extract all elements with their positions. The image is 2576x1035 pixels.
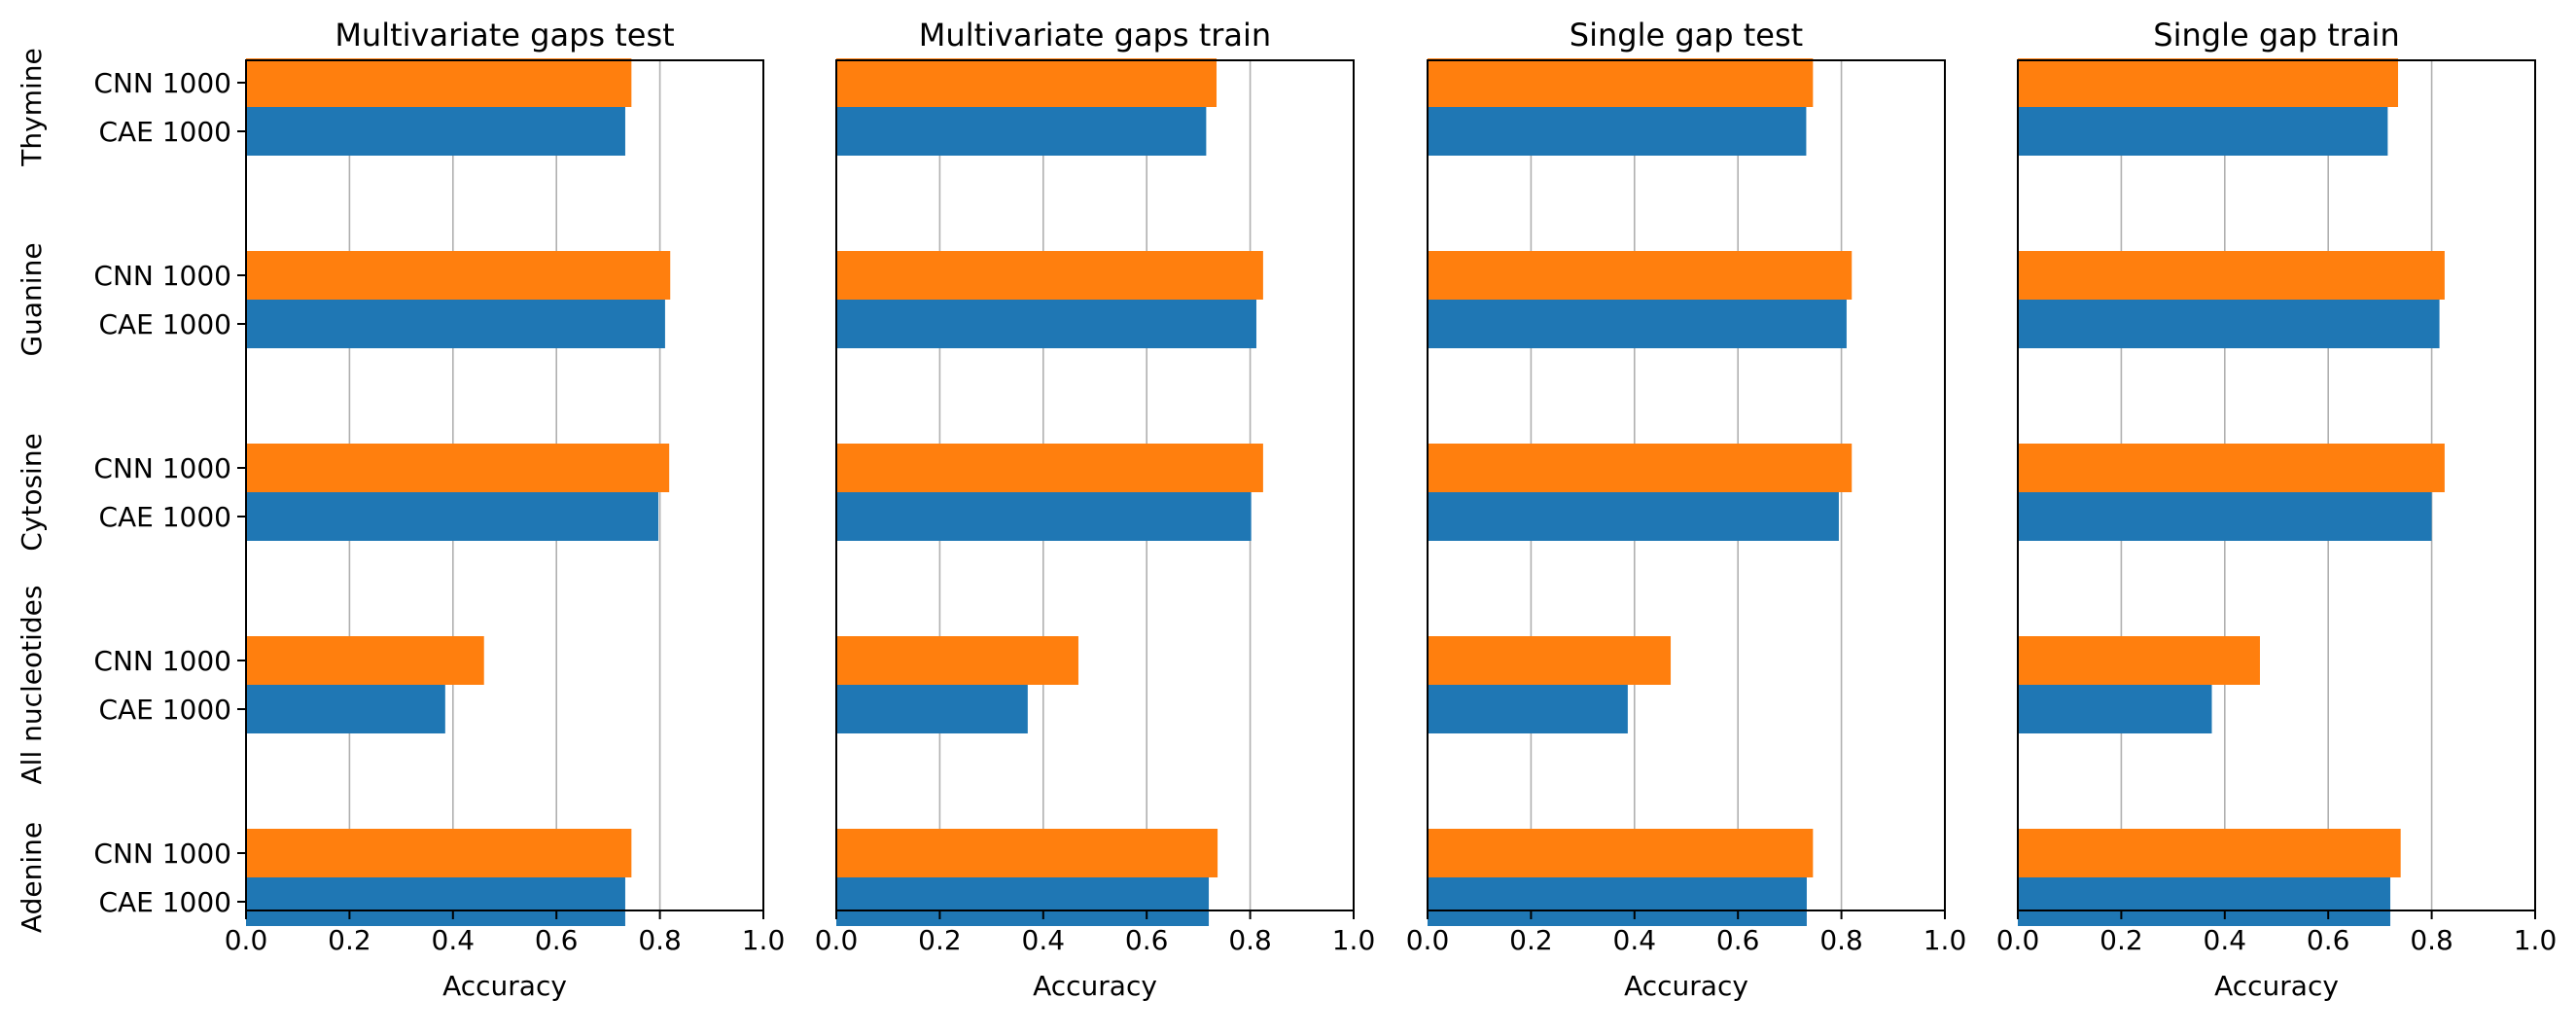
cnn-bar-cytosine bbox=[836, 444, 1263, 492]
cnn-bar-all-nucleotides bbox=[836, 636, 1078, 685]
cae-bar-adenine bbox=[836, 877, 1210, 926]
cnn-bar-adenine bbox=[836, 829, 1218, 877]
cae-bar-cytosine bbox=[836, 492, 1252, 541]
x-tick-label: 0.2 bbox=[918, 924, 962, 956]
cnn-bar-guanine bbox=[2018, 251, 2445, 300]
panel-title: Single gap test bbox=[1570, 17, 1803, 54]
cae-bar-all-nucleotides bbox=[1428, 685, 1628, 733]
cae-bar-guanine bbox=[836, 300, 1256, 348]
group-label-adenine: Adenine bbox=[16, 822, 48, 933]
panel-4: Single gap train 0.0 0.2 0.4 0.6 0.8 1.0 Accura… bbox=[1996, 17, 2558, 1002]
cnn-bar-thymine bbox=[246, 58, 632, 107]
x-tick-label: 1.0 bbox=[1923, 924, 1967, 956]
x-tick-label: 0.4 bbox=[2204, 924, 2247, 956]
cnn-bar-adenine bbox=[246, 829, 632, 877]
x-tick-label: 0.6 bbox=[535, 924, 579, 956]
cnn-bar-adenine bbox=[2018, 829, 2401, 877]
x-tick-label: 0.4 bbox=[432, 924, 476, 956]
x-tick-label: 0.4 bbox=[1613, 924, 1657, 956]
cnn-bar-guanine bbox=[1428, 251, 1853, 300]
cae-bar-thymine bbox=[836, 107, 1207, 156]
plot-frame bbox=[245, 59, 764, 911]
x-tick-label: 0.8 bbox=[2410, 924, 2453, 956]
panel-title: Multivariate gaps train bbox=[919, 17, 1271, 54]
cae-bar-thymine bbox=[2018, 107, 2388, 156]
cae-bar-guanine bbox=[2018, 300, 2440, 348]
y-tick-label: CAE 1000 bbox=[98, 886, 231, 918]
x-tick-label: 0.6 bbox=[1125, 924, 1169, 956]
x-tick-label: 0.4 bbox=[1022, 924, 1066, 956]
x-tick-label: 1.0 bbox=[1332, 924, 1376, 956]
cnn-bar-adenine bbox=[1428, 829, 1814, 877]
group-label-all-nucleotides: All nucleotides bbox=[16, 586, 48, 785]
cnn-bar-all-nucleotides bbox=[1428, 636, 1672, 685]
plot-frame bbox=[1427, 59, 1946, 911]
plot-frame bbox=[2017, 59, 2536, 911]
cae-bar-cytosine bbox=[2018, 492, 2432, 541]
panel-2: Multivariate gaps train 0.0 0.2 0.4 0.6 0.8 1.… bbox=[815, 17, 1376, 1002]
x-tick-label: 0.6 bbox=[1716, 924, 1760, 956]
x-tick-label: 1.0 bbox=[2514, 924, 2558, 956]
x-tick-label: 0.2 bbox=[1509, 924, 1553, 956]
cae-bar-adenine bbox=[2018, 877, 2391, 926]
x-tick-label: 0.8 bbox=[638, 924, 682, 956]
y-tick-label: CNN 1000 bbox=[93, 260, 231, 292]
group-label-cytosine: Cytosine bbox=[16, 433, 48, 552]
cae-bar-guanine bbox=[246, 300, 665, 348]
x-tick-label: 0.2 bbox=[328, 924, 371, 956]
x-tick-label: 0.0 bbox=[225, 924, 268, 956]
group-label-guanine: Guanine bbox=[16, 242, 48, 356]
cae-bar-adenine bbox=[246, 877, 625, 926]
cae-bar-guanine bbox=[1428, 300, 1847, 348]
panel-title: Single gap train bbox=[2153, 17, 2399, 54]
x-tick-label: 0.8 bbox=[1228, 924, 1272, 956]
cnn-bar-thymine bbox=[2018, 58, 2399, 107]
x-axis-label: Accuracy bbox=[1624, 970, 1748, 1002]
y-tick-label: CNN 1000 bbox=[93, 645, 231, 677]
panel-title: Multivariate gaps test bbox=[335, 17, 674, 54]
cae-bar-all-nucleotides bbox=[2018, 685, 2212, 733]
cae-bar-thymine bbox=[1428, 107, 1807, 156]
y-tick-label: CAE 1000 bbox=[98, 501, 231, 533]
cnn-bar-guanine bbox=[836, 251, 1263, 300]
y-tick-label: CAE 1000 bbox=[98, 116, 231, 148]
cae-bar-all-nucleotides bbox=[836, 685, 1028, 733]
x-axis-label: Accuracy bbox=[2214, 970, 2339, 1002]
x-tick-label: 0.0 bbox=[1406, 924, 1450, 956]
x-axis-label: Accuracy bbox=[442, 970, 567, 1002]
cnn-bar-thymine bbox=[836, 58, 1217, 107]
y-tick-label: CNN 1000 bbox=[93, 838, 231, 870]
x-tick-label: 0.0 bbox=[1996, 924, 2040, 956]
cnn-bar-cytosine bbox=[246, 444, 670, 492]
cae-bar-cytosine bbox=[1428, 492, 1839, 541]
cnn-bar-all-nucleotides bbox=[246, 636, 484, 685]
panel-3: Single gap test 0.0 0.2 0.4 0.6 0.8 1.0 Accurac… bbox=[1406, 17, 1967, 1002]
cae-bar-adenine bbox=[1428, 877, 1807, 926]
y-tick-label: CNN 1000 bbox=[93, 452, 231, 484]
plot-frame bbox=[835, 59, 1355, 911]
x-tick-label: 0.2 bbox=[2100, 924, 2143, 956]
cae-bar-all-nucleotides bbox=[246, 685, 445, 733]
cnn-bar-cytosine bbox=[2018, 444, 2445, 492]
x-tick-label: 0.8 bbox=[1819, 924, 1863, 956]
cnn-bar-thymine bbox=[1428, 58, 1814, 107]
cnn-bar-guanine bbox=[246, 251, 671, 300]
y-tick-label: CAE 1000 bbox=[98, 694, 231, 726]
cae-bar-cytosine bbox=[246, 492, 659, 541]
cnn-bar-cytosine bbox=[1428, 444, 1853, 492]
x-axis-label: Accuracy bbox=[1033, 970, 1157, 1002]
x-tick-label: 0.6 bbox=[2307, 924, 2350, 956]
x-tick-label: 1.0 bbox=[742, 924, 786, 956]
cnn-bar-all-nucleotides bbox=[2018, 636, 2260, 685]
cae-bar-thymine bbox=[246, 107, 625, 156]
panel-1: Multivariate gaps test 0.0 0.2 0.4 0.6 0.8 1.0… bbox=[16, 17, 785, 1002]
y-tick-label: CNN 1000 bbox=[93, 67, 231, 99]
y-tick-label: CAE 1000 bbox=[98, 308, 231, 340]
group-label-thymine: Thymine bbox=[16, 48, 48, 166]
x-tick-label: 0.0 bbox=[815, 924, 859, 956]
